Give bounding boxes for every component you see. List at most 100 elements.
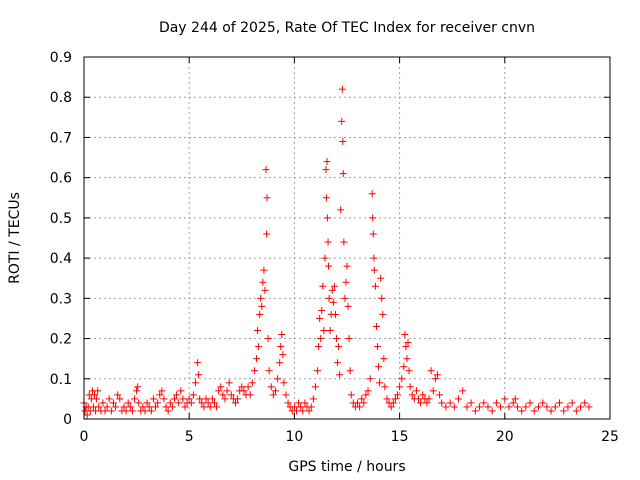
data-point [316, 314, 324, 322]
data-point [366, 375, 374, 383]
data-point [364, 387, 372, 395]
data-point [396, 383, 404, 391]
data-point [534, 403, 542, 411]
data-point [406, 383, 414, 391]
data-point [322, 194, 330, 202]
data-point [431, 375, 439, 383]
data-point [346, 367, 354, 375]
data-point [378, 294, 386, 302]
data-point [381, 383, 389, 391]
data-point [401, 331, 409, 339]
axis-ticks: 0 5 10 15 20 25 0 0.1 0.2 0.3 0.4 0.5 0.6 0.7 0.8 0.9 [50, 50, 619, 445]
data-point [497, 403, 505, 411]
data-point [256, 310, 264, 318]
y-tick-label: 0 [63, 412, 72, 428]
data-point [412, 387, 420, 395]
data-point [356, 403, 364, 411]
data-points [80, 85, 593, 419]
data-point [91, 391, 99, 399]
data-point [323, 158, 331, 166]
data-point [484, 403, 492, 411]
data-point [369, 214, 377, 222]
data-point [154, 399, 162, 407]
data-point [362, 391, 370, 399]
data-point [564, 403, 572, 411]
data-point [547, 407, 555, 415]
data-point [344, 302, 352, 310]
data-point [269, 391, 277, 399]
data-point [311, 383, 319, 391]
data-point [213, 403, 221, 411]
data-point [325, 294, 333, 302]
data-point [314, 367, 322, 375]
data-point [231, 399, 239, 407]
data-point [250, 367, 258, 375]
data-point [162, 403, 170, 411]
data-point [265, 367, 273, 375]
data-point [276, 359, 284, 367]
data-point [175, 399, 183, 407]
data-point [278, 331, 286, 339]
data-point [248, 379, 256, 387]
data-point [173, 391, 181, 399]
data-point [488, 407, 496, 415]
data-point [379, 310, 387, 318]
data-point [339, 137, 347, 145]
data-point [442, 403, 450, 411]
data-point [133, 387, 141, 395]
data-point [101, 407, 109, 415]
data-point [471, 407, 479, 415]
data-point [560, 407, 568, 415]
data-point [530, 407, 538, 415]
data-point [436, 391, 444, 399]
data-point [354, 399, 362, 407]
y-tick-label: 0.9 [50, 50, 72, 66]
data-point [402, 343, 410, 351]
data-point [315, 343, 323, 351]
data-point [324, 262, 332, 270]
data-point [480, 399, 488, 407]
data-point [375, 363, 383, 371]
data-point [307, 403, 315, 411]
data-point [370, 266, 378, 274]
data-point [130, 395, 138, 403]
data-point [299, 407, 307, 415]
data-point [94, 387, 102, 395]
data-point [338, 85, 346, 93]
data-point [206, 403, 214, 411]
data-point [403, 355, 411, 363]
data-point [208, 395, 216, 403]
data-point [253, 355, 261, 363]
data-point [322, 166, 330, 174]
data-point [492, 399, 500, 407]
data-point [324, 238, 332, 246]
data-point [446, 399, 454, 407]
data-point [360, 399, 368, 407]
data-point [374, 343, 382, 351]
x-axis-label: GPS time / hours [288, 459, 405, 475]
data-point [317, 335, 325, 343]
x-tick-label: 20 [496, 429, 514, 445]
y-tick-label: 0.4 [50, 251, 72, 267]
data-point [572, 407, 580, 415]
data-point [293, 407, 301, 415]
data-point [109, 399, 117, 407]
y-axis-label: ROTI / TECUs [7, 192, 23, 284]
data-point [329, 298, 337, 306]
data-point [261, 286, 269, 294]
data-point [83, 411, 91, 419]
data-point [328, 286, 336, 294]
data-point [198, 399, 206, 407]
data-point [295, 399, 303, 407]
data-point [164, 407, 172, 415]
data-point [128, 407, 136, 415]
data-point [195, 371, 203, 379]
data-point [318, 306, 326, 314]
data-point [459, 387, 467, 395]
data-point [139, 403, 147, 411]
data-point [405, 367, 413, 375]
data-point [122, 407, 130, 415]
data-point [255, 343, 263, 351]
data-point [225, 379, 233, 387]
data-point [343, 262, 351, 270]
